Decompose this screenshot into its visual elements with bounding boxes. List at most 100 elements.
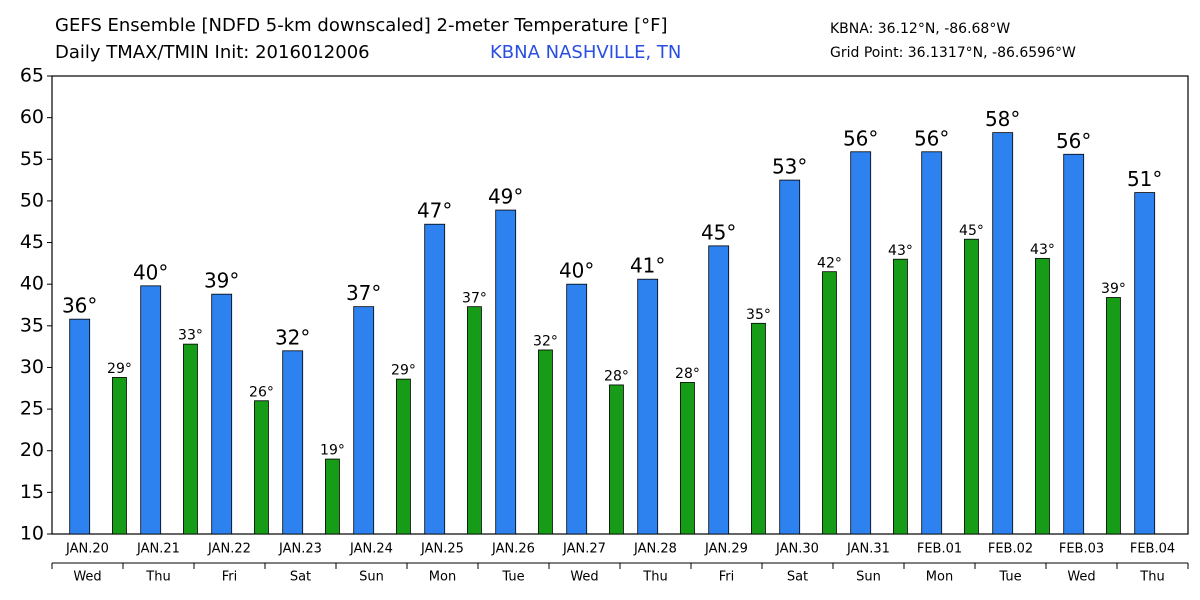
value-label: 37°	[462, 290, 487, 306]
weekday-label: Sun	[359, 570, 384, 585]
value-label: 49°	[488, 185, 523, 209]
x-tick-label: JAN.24	[349, 542, 393, 557]
value-label: 41°	[630, 254, 665, 278]
x-tick-label: JAN.29	[704, 542, 748, 557]
station-coords: KBNA: 36.12°N, -86.68°W	[830, 21, 1010, 37]
x-tick-label: FEB.02	[988, 542, 1033, 557]
x-tick-label: JAN.25	[420, 542, 464, 557]
bar	[850, 151, 872, 535]
value-label: 33°	[178, 328, 203, 344]
grid-point: Grid Point: 36.1317°N, -86.6596°W	[830, 45, 1076, 61]
value-label: 56°	[1056, 129, 1091, 153]
chart-title: GEFS Ensemble [NDFD 5-km downscaled] 2-m…	[55, 15, 667, 36]
weekday-label: Fri	[222, 570, 238, 585]
value-label: 37°	[346, 281, 381, 305]
x-tick-label: JAN.20	[65, 542, 109, 557]
bar	[467, 306, 482, 535]
weekday-label: Tue	[998, 570, 1021, 585]
y-tick-label: 10	[20, 523, 44, 545]
value-label: 56°	[914, 126, 949, 150]
x-tick-label: JAN.28	[633, 542, 677, 557]
bar	[1106, 297, 1121, 535]
bar	[282, 350, 304, 535]
chart-subtitle: Daily TMAX/TMIN Init: 2016012006	[55, 42, 370, 63]
bar	[396, 378, 411, 535]
weekday-label: Thu	[145, 570, 170, 585]
value-label: 32°	[533, 334, 558, 350]
bar	[140, 285, 162, 535]
value-label: 29°	[391, 363, 416, 379]
bar	[964, 238, 979, 535]
bar	[637, 278, 659, 535]
y-tick-label: 40	[20, 273, 44, 295]
bar	[112, 377, 127, 535]
value-label: 26°	[249, 384, 274, 400]
y-tick-label: 65	[20, 65, 44, 87]
value-label: 51°	[1127, 167, 1162, 191]
bar	[211, 293, 233, 535]
bar	[751, 322, 766, 535]
value-label: 47°	[417, 199, 452, 223]
bar	[893, 258, 908, 535]
weekday-label: Mon	[926, 570, 953, 585]
bar	[183, 343, 198, 535]
weekday-label: Wed	[570, 570, 598, 585]
value-label: 35°	[746, 307, 771, 323]
value-label: 29°	[107, 361, 132, 377]
weekday-label: Wed	[1067, 570, 1095, 585]
bar	[353, 306, 375, 535]
value-label: 39°	[1101, 281, 1126, 297]
bar	[609, 384, 624, 535]
y-tick-label: 15	[20, 481, 44, 503]
x-tick-label: JAN.21	[136, 542, 180, 557]
weekday-label: Sat	[787, 570, 808, 585]
weekday-label: Sun	[856, 570, 881, 585]
y-tick-label: 50	[20, 189, 44, 211]
x-tick-label: JAN.23	[278, 542, 322, 557]
value-label: 43°	[1030, 242, 1055, 258]
weekday-label: Thu	[642, 570, 667, 585]
y-tick-label: 55	[20, 148, 44, 170]
weekday-label: Mon	[429, 570, 456, 585]
location: KBNA NASHVILLE, TN	[490, 42, 681, 63]
bar	[495, 209, 517, 535]
bar	[1063, 153, 1085, 535]
weekday-label: Tue	[501, 570, 524, 585]
weekday-label: Sat	[290, 570, 311, 585]
value-label: 39°	[204, 269, 239, 293]
x-tick-label: JAN.26	[491, 542, 535, 557]
value-label: 19°	[320, 443, 345, 459]
x-tick-label: FEB.01	[917, 542, 962, 557]
x-tick-label: FEB.03	[1059, 542, 1104, 557]
y-tick-label: 20	[20, 439, 44, 461]
x-tick-label: JAN.27	[562, 542, 606, 557]
value-label: 56°	[843, 126, 878, 150]
bar	[992, 132, 1014, 535]
bar	[680, 382, 695, 535]
value-label: 32°	[275, 325, 310, 349]
weekday-label: Thu	[1139, 570, 1164, 585]
bar	[538, 349, 553, 535]
x-tick-label: JAN.31	[846, 542, 890, 557]
value-label: 53°	[772, 155, 807, 179]
weekday-label: Fri	[719, 570, 735, 585]
x-tick-label: FEB.04	[1130, 542, 1175, 557]
bar	[325, 458, 340, 535]
value-label: 42°	[817, 255, 842, 271]
value-label: 58°	[985, 107, 1020, 131]
y-tick-label: 35	[20, 314, 44, 336]
value-label: 43°	[888, 243, 913, 259]
bar	[566, 283, 588, 535]
bar	[921, 151, 943, 535]
bar	[822, 271, 837, 535]
bar	[254, 400, 269, 535]
bar	[1134, 192, 1156, 535]
x-tick-label: JAN.22	[207, 542, 251, 557]
value-label: 36°	[62, 294, 97, 318]
value-label: 40°	[133, 260, 168, 284]
bar	[1035, 257, 1050, 535]
value-label: 28°	[675, 366, 700, 382]
bar	[69, 318, 91, 535]
bar	[779, 179, 801, 535]
